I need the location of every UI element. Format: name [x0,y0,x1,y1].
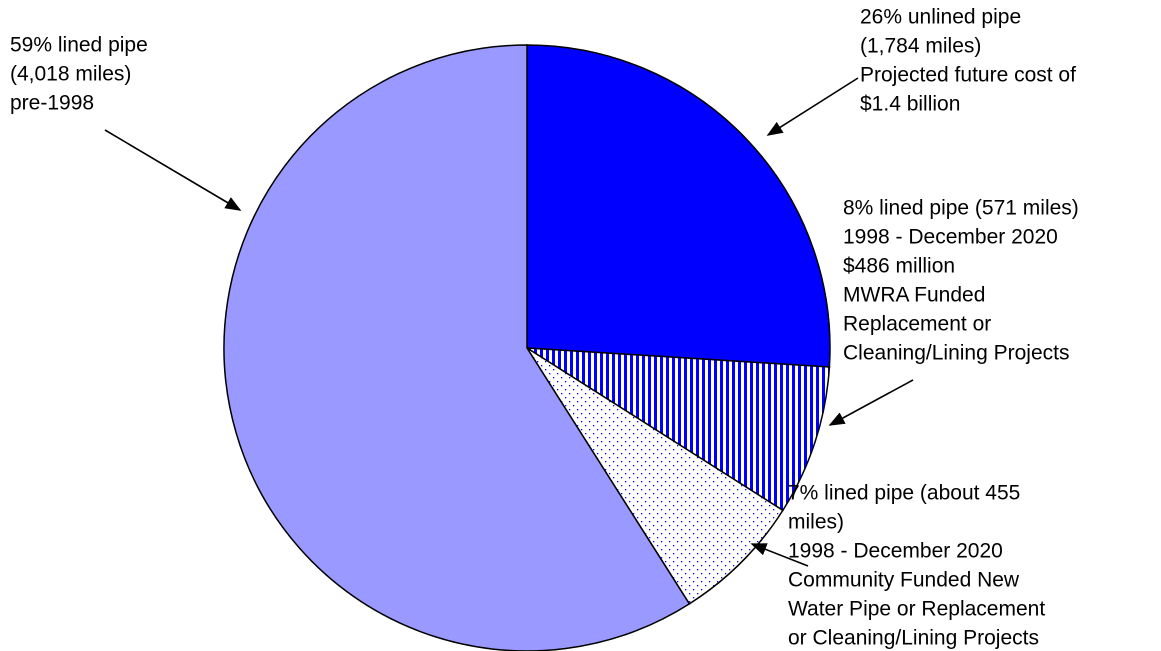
slice-label: Projected future cost of [860,64,1076,87]
slice-label: 26% unlined pipe [860,6,1021,29]
slice-label: 7% lined pipe (about 455 [788,482,1020,505]
slice-label: Replacement or [843,313,991,336]
slice-label: (4,018 miles) [10,63,131,86]
arrow [104,129,242,211]
slice-label: miles) [788,511,844,534]
pie-slice [526,347,784,605]
slice-label: Community Funded New [788,569,1020,592]
slice-label: 8% lined pipe (571 miles) [843,197,1079,220]
arrow [766,77,859,136]
pie [223,44,831,651]
slice-label: Water Pipe or Replacement [788,598,1045,621]
pie-slice [526,44,831,368]
slice-label: Cleaning/Lining Projects [843,342,1069,365]
slice-label: MWRA Funded [843,284,985,307]
slice-label: or Cleaning/Lining Projects [788,627,1039,650]
slice-label: 59% lined pipe [10,34,148,57]
slice-label: (1,784 miles) [860,35,981,58]
arrow [828,379,914,426]
pie-slice [526,347,831,512]
slice-label: pre-1998 [10,92,94,115]
arrow [750,543,809,567]
slice-label: 1998 - December 2020 [788,540,1003,563]
slice-label: $486 million [843,255,955,278]
slice-label: $1.4 billion [860,93,960,116]
slice-label: 1998 - December 2020 [843,226,1058,249]
